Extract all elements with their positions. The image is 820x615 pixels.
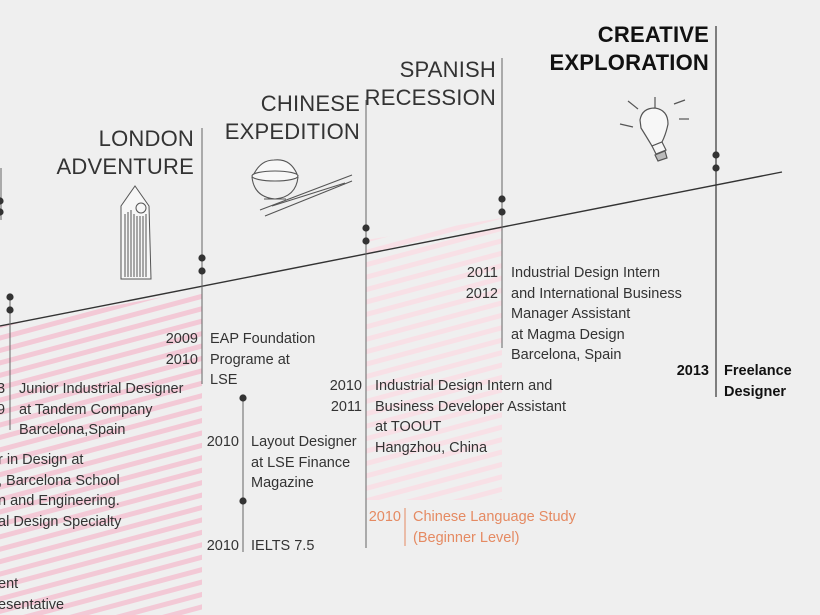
entry-ielts-text: IELTS 7.5 xyxy=(251,538,315,554)
heading-london-adventure: LONDON ADVENTURE xyxy=(56,126,194,180)
entry-layout-text: Layout Designer at LSE Finance Magazine xyxy=(251,434,357,491)
entry-barcelona-years: 3 9 xyxy=(0,381,6,418)
striped-area-middle xyxy=(366,218,502,500)
entry-toout-years: 2010 2011 xyxy=(329,378,362,415)
heading-chinese-expedition: CHINESE EXPEDITION xyxy=(224,91,360,145)
entry-partial-master: r in Design at , Barcelona School n and … xyxy=(0,452,122,530)
rice-bowl-chopsticks-icon xyxy=(251,159,353,217)
entry-chinese-study-text: Chinese Language Study (Beginner Level) xyxy=(413,509,576,546)
lightbulb-icon xyxy=(619,97,689,162)
timeline-dots xyxy=(0,151,720,505)
entry-freelance-text: Freelance Designer xyxy=(724,363,792,400)
entry-toout-text: Industrial Design Intern and Business De… xyxy=(375,378,567,456)
entry-magma-years: 2011 2012 xyxy=(465,265,498,302)
entry-magma-text: Industrial Design Intern and Internation… xyxy=(511,265,682,363)
heading-creative-exploration: CREATIVE EXPLORATION xyxy=(549,22,709,76)
tower-icon xyxy=(120,185,152,280)
entry-chinese-study-years: 2010 xyxy=(368,509,401,525)
entry-eap-years: 2009 2010 xyxy=(165,331,198,368)
entry-layout-years: 2010 xyxy=(206,434,239,450)
entry-partial-bottom: ent esentative xyxy=(0,576,65,613)
entry-eap-text: EAP Foundation Programe at LSE xyxy=(210,331,316,388)
timeline-trend-line xyxy=(0,171,783,327)
entry-ielts-years: 2010 xyxy=(206,538,239,554)
striped-area-left xyxy=(0,290,202,615)
heading-spanish-recession: SPANISH RECESSION xyxy=(364,57,496,111)
entry-freelance-years: 2013 xyxy=(676,363,709,379)
entry-barcelona-text: Junior Industrial Designer at Tandem Com… xyxy=(19,381,184,438)
